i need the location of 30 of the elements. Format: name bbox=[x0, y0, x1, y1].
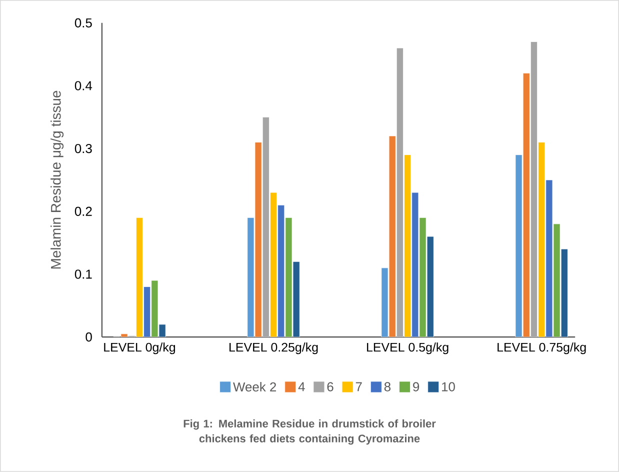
bar bbox=[515, 154, 522, 338]
legend-label: 10 bbox=[442, 382, 455, 392]
bar bbox=[254, 142, 262, 338]
bar bbox=[538, 142, 546, 338]
y-tick-label: 0.2 bbox=[74, 206, 92, 216]
y-tick-label: 0.3 bbox=[74, 144, 92, 154]
legend-label: 8 bbox=[384, 382, 390, 392]
legend-label: 7 bbox=[356, 382, 362, 392]
x-tick-label: LEVEL 0.75g/kg bbox=[498, 342, 586, 354]
bar bbox=[247, 217, 254, 338]
y-tick-label: 0 bbox=[86, 332, 92, 342]
x-tick-label: LEVEL 0.5g/kg bbox=[367, 342, 448, 354]
bar bbox=[553, 224, 560, 338]
y-axis-title: Melamin Residue μg/g tissue bbox=[50, 90, 64, 269]
bar bbox=[404, 154, 412, 338]
legend-label: 4 bbox=[298, 382, 305, 392]
x-tick-label: LEVEL 0g/kg bbox=[104, 342, 176, 354]
bar bbox=[285, 217, 292, 338]
legend-label: 9 bbox=[413, 382, 420, 392]
legend-label: Week 2 bbox=[233, 382, 276, 392]
bar bbox=[136, 217, 143, 338]
caption: Fig 1: Melamine Residue in drumstick of broiler chickens fed diets containing Cyromazine bbox=[184, 419, 436, 445]
y-tick-label: 0.1 bbox=[74, 270, 92, 279]
y-tick-label: 0.5 bbox=[74, 18, 92, 28]
y-tick-label: 0.4 bbox=[74, 81, 92, 90]
legend-label: 6 bbox=[327, 382, 334, 392]
bar bbox=[270, 192, 278, 338]
bar bbox=[388, 136, 396, 338]
bar bbox=[522, 72, 530, 338]
x-tick-label: LEVEL 0.25g/kg bbox=[230, 342, 318, 354]
